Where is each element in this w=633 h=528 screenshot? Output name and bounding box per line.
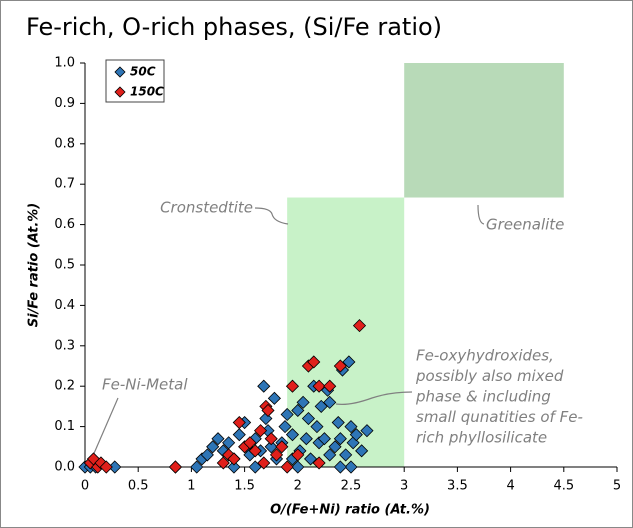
data-point [200,448,214,462]
data-point [349,428,363,442]
annotation: Greenalite [486,216,564,234]
x-tick-label: 2 [294,479,302,494]
data-point [278,420,292,434]
y-tick-label: 0.6 [54,217,75,232]
data-point [264,440,278,454]
data-point [285,428,300,442]
data-point [355,444,369,458]
x-tick-label: 3 [400,479,408,494]
data-point [352,319,367,333]
x-tick-label: 2.5 [341,479,362,494]
data-point [227,460,241,474]
data-point [206,440,220,454]
data-point [232,415,246,430]
data-point [307,355,321,369]
data-point [267,391,281,405]
data-point [280,407,294,422]
annotations: Cronstedtite Greenalite Fe-Ni-Metal Fe-o… [91,199,583,459]
x-tick-label: 0.5 [128,479,149,494]
x-tick-label: 0 [81,479,89,494]
y-tick-label: 0.3 [54,338,75,353]
data-point [344,420,358,434]
data-point [227,452,241,466]
data-point [243,436,257,450]
data-point [257,456,271,470]
leader-line [254,207,289,225]
data-point [257,379,271,393]
data-point [296,395,310,409]
data-point [323,379,337,393]
data-point [280,460,294,474]
data-point [291,448,305,462]
data-point [264,432,278,446]
legend-marker [114,86,126,98]
y-tick-label: 0.2 [54,379,75,394]
legend-label: 150C [130,85,164,99]
y-tick-label: 0.0 [54,460,75,475]
data-point [333,432,347,446]
y-tick-label: 0.9 [54,96,75,111]
y-tick-label: 0.8 [54,136,75,151]
legend-marker [114,66,126,78]
data-point [190,460,204,474]
data-point [331,415,345,430]
x-tick-label: 4.5 [553,479,574,494]
data-point [211,432,225,446]
annotation: small qunatities of Fe- [416,408,583,426]
annotation: rich phyllosilicate [416,429,547,447]
data-point [333,359,347,373]
annotation: Fe-oxyhydroxides, [416,347,554,365]
data-point [310,420,324,434]
data-point [291,403,305,418]
annotation: possibly also mixed [415,367,564,385]
data-point [323,448,337,462]
data-point [328,440,342,454]
data-point [99,460,113,474]
x-axis-label: O/(Fe+Ni) ratio (At.%) [270,503,430,518]
data-point [216,456,230,470]
y-tick-label: 0.5 [54,258,75,273]
y-tick-label: 0.1 [54,419,75,434]
leader-line [477,204,485,225]
legend-label: 50C [130,65,156,79]
x-tick-label: 1.5 [234,479,255,494]
data-point [360,424,374,438]
data-point [248,444,262,458]
data-point [232,428,246,442]
data-point [291,460,305,474]
annotation: phase & including [415,388,551,406]
data-point [333,460,347,474]
data-point [301,411,316,426]
x-tick-label: 5 [613,479,621,494]
region [404,63,564,198]
data-point [312,456,326,470]
data-point [275,440,289,454]
y-tick-label: 0.4 [54,298,75,313]
data-point [317,432,331,446]
x-tick-label: 1 [187,479,195,494]
leader-line [91,397,119,459]
data-point [299,432,313,446]
legend [105,59,165,103]
data-point [323,395,337,409]
x-tick-label: 3.5 [447,479,468,494]
data-point [261,403,275,418]
annotation: Fe-Ni-Metal [102,376,188,394]
data-point [312,379,326,393]
x-tick-label: 4 [506,479,514,494]
y-tick-label: 0.7 [54,177,75,192]
data-point [339,448,353,462]
data-point [168,460,183,474]
data-point [269,448,284,462]
leader-line [335,391,413,405]
annotation: Cronstedtite [160,199,253,217]
y-tick-label: 1.0 [54,56,75,71]
y-axis-label: Si/Fe ratio (At.%) [27,203,42,328]
data-point [285,379,300,393]
chart-title: Fe-rich, O-rich phases, (Si/Fe ratio) [26,13,442,41]
data-point [344,460,358,474]
data-point [253,424,268,438]
